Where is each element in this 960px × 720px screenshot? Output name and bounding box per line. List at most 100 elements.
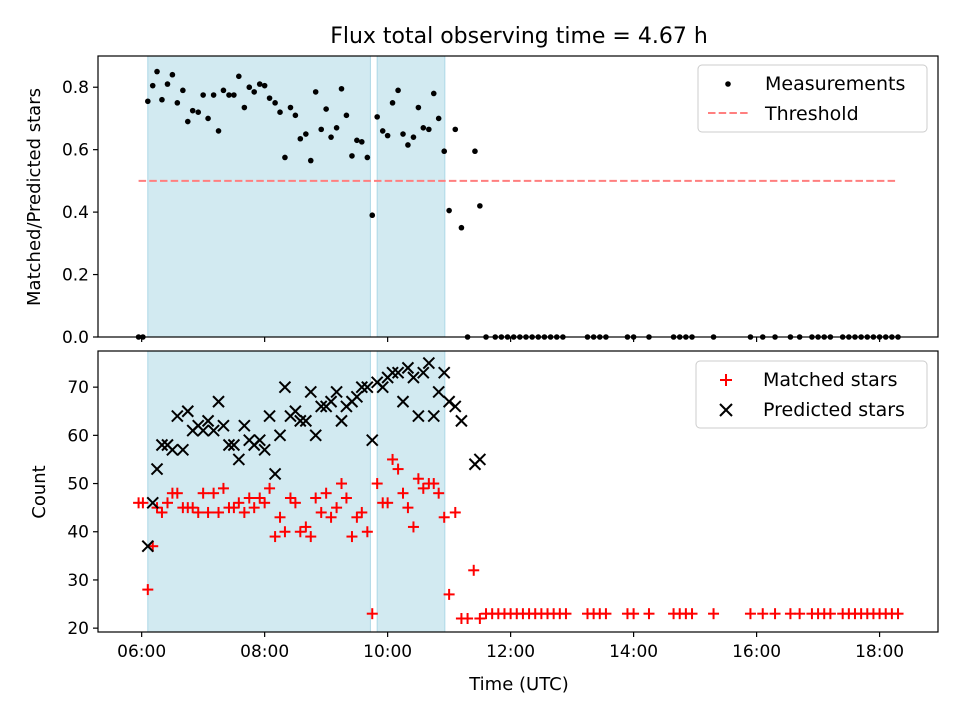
matched-stars-point xyxy=(769,608,781,620)
predicted-stars-point xyxy=(455,414,468,428)
predicted-stars-point xyxy=(258,443,271,457)
top-panel-legend-box xyxy=(697,64,928,133)
matched-stars-point xyxy=(336,478,348,490)
measurement-point xyxy=(323,106,329,112)
legend-threshold-label: Threshold xyxy=(764,103,859,125)
matched-stars-point xyxy=(320,487,332,499)
predicted-stars-point xyxy=(438,366,451,379)
matched-stars-point xyxy=(325,511,337,523)
measurement-point xyxy=(292,112,299,119)
shaded-interval xyxy=(376,55,446,338)
measurement-point xyxy=(374,114,380,120)
bottom-panel-y-ticks: 20 30 40 50 60 70 xyxy=(67,378,98,639)
predicted-stars-point xyxy=(432,385,445,399)
top-panel-x-ticks xyxy=(141,337,881,342)
y-tick-label: 0.2 xyxy=(62,266,89,286)
measurement-point xyxy=(369,212,376,219)
y-tick-label: 60 xyxy=(67,426,89,446)
top-panel-legend: Measurements Threshold xyxy=(697,64,928,133)
predicted-stars-point xyxy=(386,366,399,379)
predicted-stars-point xyxy=(217,419,230,432)
legend-predicted-label: Predicted stars xyxy=(763,399,905,421)
bottom-panel-x-ticks: 06:00 08:00 10:00 12:00 14:00 16:00 18:00 xyxy=(117,632,904,662)
matched-stars-point xyxy=(417,482,429,494)
measurement-point xyxy=(256,81,263,87)
matched-stars-point xyxy=(213,506,225,518)
measurement-point xyxy=(174,100,181,106)
y-tick-label: 70 xyxy=(67,378,89,398)
legend-measurements-marker xyxy=(725,81,731,87)
y-tick-label: 0.6 xyxy=(62,141,89,161)
top-panel-y-ticks: 0.0 0.2 0.4 0.6 0.8 xyxy=(62,78,98,348)
measurement-point xyxy=(241,104,248,111)
matched-stars-point xyxy=(346,531,358,543)
measurement-point xyxy=(159,96,165,103)
measurement-point xyxy=(180,87,186,94)
measurement-point xyxy=(277,109,283,115)
predicted-stars-point xyxy=(473,453,487,466)
predicted-stars-point xyxy=(427,409,440,423)
legend-measurements-label: Measurements xyxy=(765,73,905,95)
matched-stars-point xyxy=(600,608,612,620)
measurement-point xyxy=(333,125,340,131)
bottom-panel: 20 30 40 50 60 70 06:00 08:00 10:00 12:00 14:00 16… xyxy=(29,350,939,662)
predicted-stars-point xyxy=(355,380,369,394)
predicted-stars-point xyxy=(361,380,374,394)
matched-stars-point xyxy=(137,497,149,509)
predicted-stars-point xyxy=(289,405,302,418)
matched-stars-point xyxy=(300,521,312,533)
x-tick-label: 08:00 xyxy=(240,642,289,662)
matched-stars-point xyxy=(142,584,154,596)
matched-stars-point xyxy=(356,506,368,518)
measurement-point xyxy=(307,157,314,164)
measurement-point xyxy=(446,207,452,214)
matched-stars-point xyxy=(310,492,322,504)
shaded-interval xyxy=(147,55,371,338)
measurement-point xyxy=(200,92,206,98)
measurement-point xyxy=(395,87,401,94)
measurement-point xyxy=(441,148,448,155)
matched-stars-point xyxy=(757,608,769,620)
matched-stars-point xyxy=(366,608,378,620)
measurement-point xyxy=(338,85,345,92)
measurement-point xyxy=(246,84,253,91)
measurement-point xyxy=(435,115,442,122)
measurement-point xyxy=(236,73,242,80)
shaded-interval xyxy=(147,350,371,633)
matched-stars-point xyxy=(269,531,281,543)
predicted-stars-point xyxy=(212,395,225,408)
predicted-stars-point xyxy=(391,366,405,379)
x-tick-label: 12:00 xyxy=(486,642,535,662)
measurement-point xyxy=(272,100,278,106)
measurement-point xyxy=(215,128,222,134)
matched-stars-point xyxy=(238,506,250,518)
matched-stars-point xyxy=(433,487,445,499)
measurement-point xyxy=(477,203,483,209)
y-tick-label: 0.4 xyxy=(62,203,89,223)
predicted-stars-point xyxy=(155,438,169,452)
predicted-stars-point xyxy=(304,385,317,399)
measurement-point xyxy=(169,71,176,78)
predicted-stars-point xyxy=(407,371,420,384)
measurement-point xyxy=(154,68,160,75)
x-tick-label: 10:00 xyxy=(363,642,412,662)
measurement-point xyxy=(389,100,396,106)
matched-stars-point xyxy=(156,506,168,518)
legend-matched-marker xyxy=(720,374,732,386)
measurement-point xyxy=(354,137,360,144)
predicted-stars-point xyxy=(376,380,389,394)
measurement-point xyxy=(220,87,227,94)
measurement-point xyxy=(312,89,319,95)
bottom-panel-legend-box xyxy=(695,360,928,429)
matched-stars-point xyxy=(305,531,317,543)
y-tick-label: 30 xyxy=(67,571,89,591)
predicted-stars-point xyxy=(417,366,430,379)
bottom-panel-legend: Matched stars Predicted stars xyxy=(695,360,928,429)
matched-stars-point xyxy=(371,478,383,490)
measurement-point xyxy=(405,142,411,148)
predicted-stars-point xyxy=(207,424,220,437)
matched-stars-point xyxy=(824,608,836,620)
matched-stars-point xyxy=(264,482,276,494)
matched-stars-point xyxy=(462,613,474,625)
measurement-point xyxy=(328,134,334,140)
